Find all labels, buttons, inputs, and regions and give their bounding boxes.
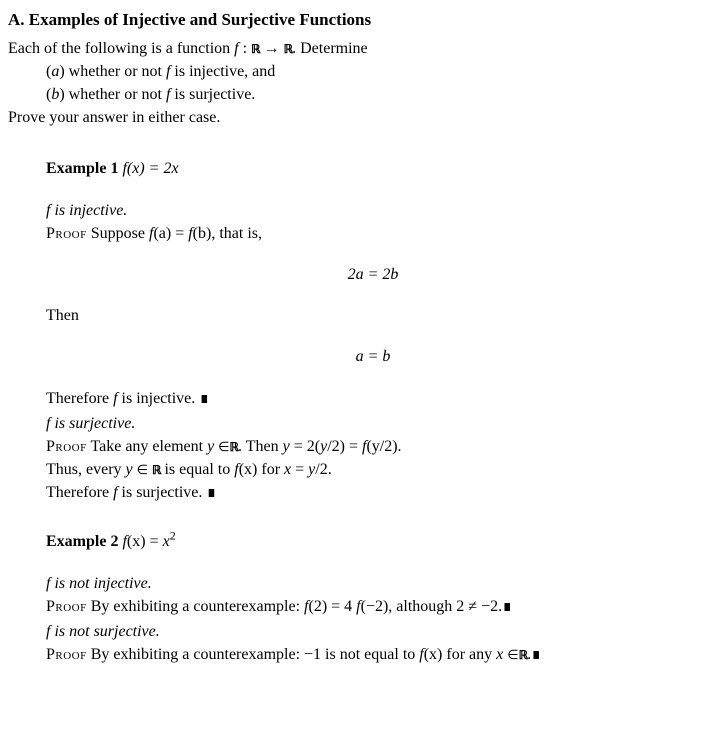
var-y: y — [283, 438, 294, 455]
var-y: y — [207, 438, 218, 455]
text: −2. — [477, 598, 502, 615]
example-1: Example 1 f(x) = 2x f is injective. Proo… — [46, 157, 700, 666]
intro-line-1: Each of the following is a function f : … — [8, 37, 700, 60]
label: Example 1 — [46, 160, 122, 177]
eq-text: 2a = 2b — [348, 266, 399, 283]
not-injective-proof: Proof By exhibiting a counterexample: f(… — [46, 595, 700, 618]
text: (y/2). — [366, 438, 401, 455]
text: ) whether or not — [59, 63, 166, 80]
text: Thus, every — [46, 461, 126, 478]
text: (2) = 4 — [308, 598, 356, 615]
text: ) whether or not — [59, 86, 166, 103]
var-y: y — [126, 461, 137, 478]
qed-icon: ∎ — [199, 390, 209, 407]
colon: : — [243, 40, 251, 57]
text: = — [295, 461, 308, 478]
not-injective-statement: f is not injective. — [46, 572, 700, 595]
label: Example 2 — [46, 533, 122, 550]
real-set: ℝ — [284, 41, 293, 58]
example-2-header: Example 2 f(x) = x2 — [46, 530, 700, 553]
fn-def: (x) = x2 — [127, 533, 176, 550]
then: Then — [46, 304, 700, 327]
injective-statement: f is injective. — [46, 199, 700, 222]
text: Therefore — [46, 390, 113, 407]
text: By exhibiting a counterexample: −1 is no… — [87, 646, 420, 663]
eq: 2a = 2b — [348, 266, 399, 283]
arrow: → — [260, 40, 284, 57]
element-of-icon: ∈ — [137, 462, 148, 477]
text: Each of the following is a function — [8, 40, 234, 57]
proof-label: Proof — [46, 225, 87, 242]
eq-text: a = b — [356, 348, 391, 365]
intro-prove: Prove your answer in either case. — [8, 106, 700, 129]
surjective-conclusion: Therefore f is surjective. ∎ — [46, 481, 700, 504]
intro-item-b: (b) whether or not f is surjective. — [46, 83, 700, 106]
text: (x) = 2x — [127, 160, 179, 177]
surjective-proof-line-2: Thus, every y ∈ ℝ is equal to f(x) for x… — [46, 458, 700, 481]
real-set: ℝ — [230, 439, 239, 456]
text: /2. — [315, 461, 331, 478]
text: Therefore — [46, 484, 113, 501]
fn-f: f — [113, 390, 121, 407]
text: . Then — [238, 438, 283, 455]
text: (b), that is, — [193, 225, 262, 242]
proof-label: Proof — [46, 438, 87, 455]
var-x: x — [284, 461, 295, 478]
example-header: Example 1 f(x) = 2x — [46, 157, 700, 180]
text: Suppose — [87, 225, 149, 242]
surjective-statement: f is surjective. — [46, 412, 700, 435]
neq-icon: ≠ — [468, 598, 477, 615]
qed-icon: ∎ — [531, 646, 541, 663]
proof-label: Proof — [46, 646, 87, 663]
fn-def: (x) = 2x — [127, 160, 179, 177]
text: = 2( — [294, 438, 320, 455]
element-of-icon: ∈ — [218, 439, 229, 454]
exponent: 2 — [170, 529, 176, 543]
text: is injective. — [122, 390, 200, 407]
not-surjective-statement: f is not surjective. — [46, 620, 700, 643]
text: is injective, and — [174, 63, 275, 80]
injective-conclusion: Therefore f is injective. ∎ — [46, 387, 700, 410]
qed-icon: ∎ — [206, 484, 216, 501]
var-x: x — [163, 533, 170, 550]
text: is surjective. — [174, 86, 255, 103]
not-surjective-proof: Proof By exhibiting a counterexample: −1… — [46, 643, 700, 666]
text: Take any element — [87, 438, 207, 455]
proof-label: Proof — [46, 598, 87, 615]
text: /2) = — [327, 438, 362, 455]
real-set: ℝ — [251, 41, 260, 58]
surjective-proof-line-1: Proof Take any element y ∈ℝ. Then y = 2(… — [46, 435, 700, 458]
text: (x) for any — [424, 646, 496, 663]
text: (a) = — [153, 225, 188, 242]
qed-icon: ∎ — [502, 598, 512, 615]
intro-item-a: (a) whether or not f is injective, and — [46, 60, 700, 83]
real-set: ℝ — [519, 647, 528, 664]
element-of-icon: ∈ — [507, 647, 518, 662]
text: By exhibiting a counterexample: — [87, 598, 304, 615]
text: is surjective. — [122, 484, 207, 501]
fn-f: f — [234, 40, 242, 57]
fn-f: f — [113, 484, 121, 501]
injective-proof-line-1: Proof Suppose f(a) = f(b), that is, — [46, 222, 700, 245]
text: (x) for — [239, 461, 284, 478]
section-title: A. Examples of Injective and Surjective … — [8, 8, 700, 33]
text: is equal to — [160, 461, 234, 478]
equation-1: 2a = 2b — [46, 263, 700, 286]
text: (−2), although 2 — [361, 598, 469, 615]
equation-2: a = b — [46, 345, 700, 368]
text: . Determine — [292, 40, 368, 57]
var-x: x — [496, 646, 507, 663]
text: (x) = — [127, 533, 163, 550]
